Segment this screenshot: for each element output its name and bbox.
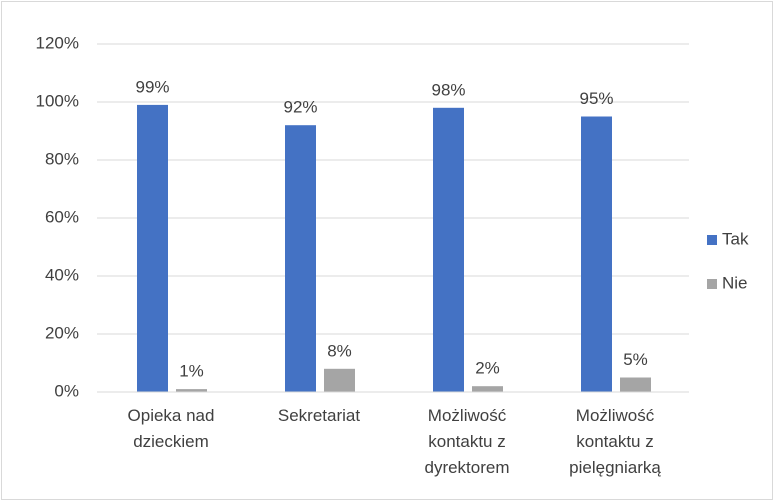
x-tick-label: Możliwość kontaktu z dyrektorem: [424, 406, 510, 477]
data-label: 92%: [283, 98, 317, 117]
y-tick-label: 60%: [45, 207, 79, 226]
y-tick-label: 100%: [36, 91, 79, 110]
data-label: 2%: [475, 359, 500, 378]
bar: [324, 368, 355, 392]
data-label: 98%: [431, 80, 465, 99]
x-tick-label: Opieka nad dzieckiem: [127, 406, 215, 451]
x-tick-label: Sekretariat: [277, 406, 361, 425]
data-label: 8%: [327, 341, 352, 360]
bar: [581, 116, 612, 392]
bar: [433, 107, 464, 393]
x-tick-label: Możliwość kontaktu z pielęgniarką: [569, 406, 661, 477]
legend-label: Nie: [722, 273, 748, 292]
legend-label: Tak: [722, 229, 749, 248]
y-tick-label: 120%: [36, 33, 79, 52]
legend-swatch: [707, 279, 717, 289]
y-tick-label: 0%: [54, 381, 79, 400]
y-tick-label: 40%: [45, 265, 79, 284]
y-tick-label: 20%: [45, 323, 79, 342]
bar: [137, 104, 168, 393]
bar: [176, 389, 207, 392]
legend-swatch: [707, 235, 717, 245]
y-tick-label: 80%: [45, 149, 79, 168]
bar: [620, 377, 651, 392]
data-label: 5%: [623, 350, 648, 369]
data-label: 1%: [179, 362, 204, 381]
data-label: 95%: [579, 89, 613, 108]
bar: [285, 125, 316, 392]
bar: [472, 386, 503, 392]
data-label: 99%: [135, 77, 169, 96]
